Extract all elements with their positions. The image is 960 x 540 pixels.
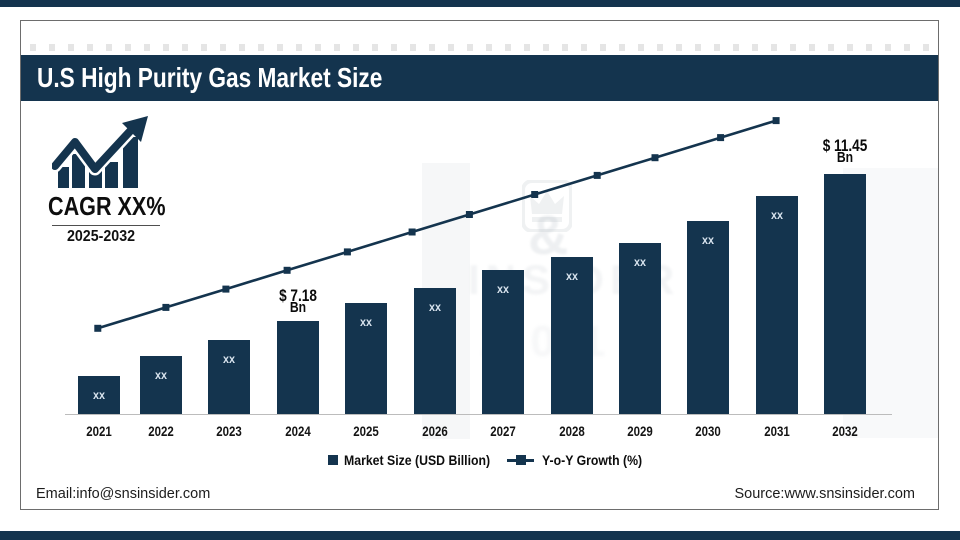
bar-value-label: xx	[770, 208, 783, 222]
top-accent-bar	[0, 0, 960, 7]
line-marker	[343, 248, 351, 256]
line-marker	[94, 324, 102, 332]
line-marker	[162, 303, 170, 311]
bar-2023	[208, 340, 251, 414]
x-axis-line	[65, 414, 892, 415]
bar-2025	[345, 303, 388, 414]
chart-legend: Market Size (USD Billion) Y-o-Y Growth (…	[21, 450, 938, 470]
value-annotation-2032: $ 11.45 Bn	[822, 135, 868, 166]
line-marker	[717, 134, 725, 142]
bar-2027	[482, 270, 525, 414]
line-marker	[283, 266, 291, 274]
cagr-period: 2025-2032	[66, 228, 136, 245]
cagr-label: CAGR XX%	[48, 191, 166, 221]
bar-value-label: xx	[565, 269, 578, 283]
bar-swatch-icon	[328, 455, 338, 465]
bar-value-label: xx	[497, 282, 510, 296]
cagr-underline	[52, 225, 160, 226]
growth-chart-icon	[52, 116, 148, 188]
x-axis-label: 2031	[764, 423, 790, 439]
line-marker	[465, 211, 473, 218]
bar-2029	[618, 243, 661, 414]
bar-2024	[276, 320, 319, 414]
bar-value-label: xx	[154, 368, 167, 382]
bar-2026	[413, 288, 456, 414]
legend-item-market-size: Market Size (USD Billion)	[328, 450, 505, 470]
bar-2022	[139, 356, 182, 414]
bar-2031	[755, 196, 798, 414]
bar-value-label: xx	[428, 300, 441, 314]
page-title: U.S High Purity Gas Market Size	[37, 62, 383, 93]
x-axis-label: 2028	[558, 423, 585, 439]
source-credit: Source:www.snsinsider.com	[734, 486, 915, 502]
line-marker	[408, 228, 416, 236]
line-marker	[531, 191, 539, 198]
line-marker	[772, 117, 780, 125]
line-marker	[593, 171, 601, 179]
bar-2032	[824, 174, 867, 414]
x-axis-label: 2025	[353, 423, 379, 439]
legend-item-growth: Y-o-Y Growth (%)	[507, 450, 652, 470]
bar-value-label: xx	[633, 255, 646, 269]
legend-label: Market Size (USD Billion)	[344, 452, 491, 468]
growth-line-series	[94, 117, 780, 332]
bar-2021	[77, 376, 120, 414]
value-annotation-2024: $ 7.18 Bn	[278, 286, 317, 316]
x-axis-label: 2022	[148, 423, 174, 439]
bar-value-label: xx	[223, 352, 236, 366]
bar-2028	[550, 257, 593, 414]
contact-email: Email:info@snsinsider.com	[36, 486, 211, 502]
bottom-accent-bar	[0, 531, 960, 540]
bar-value-label: xx	[702, 233, 715, 247]
bar-value-label: xx	[360, 315, 373, 329]
x-axis-label: 2024	[285, 423, 311, 439]
bar-value-label: xx	[92, 388, 105, 402]
chart-plot-area: xx xx xx xx xx xx xx xx xx xx 2021 2022 2023 2024 202…	[21, 21, 938, 509]
legend-label: Y-o-Y Growth (%)	[542, 452, 643, 468]
x-axis-label: 2032	[832, 423, 859, 439]
content-frame: U.S High Purity Gas Market Size & INSIDE…	[20, 20, 939, 510]
x-axis-label: 2023	[216, 423, 243, 439]
title-band: U.S High Purity Gas Market Size	[21, 55, 938, 101]
line-marker	[651, 154, 659, 162]
bar-2030	[687, 221, 730, 414]
x-axis-label: 2030	[695, 423, 722, 439]
x-axis-label: 2026	[421, 423, 448, 439]
x-axis-label: 2021	[85, 423, 112, 439]
line-marker-swatch-icon	[507, 455, 534, 465]
decorative-dotted-row	[30, 44, 930, 51]
x-axis-label: 2027	[490, 423, 516, 439]
x-axis-label: 2029	[627, 423, 653, 439]
line-marker	[222, 285, 230, 293]
